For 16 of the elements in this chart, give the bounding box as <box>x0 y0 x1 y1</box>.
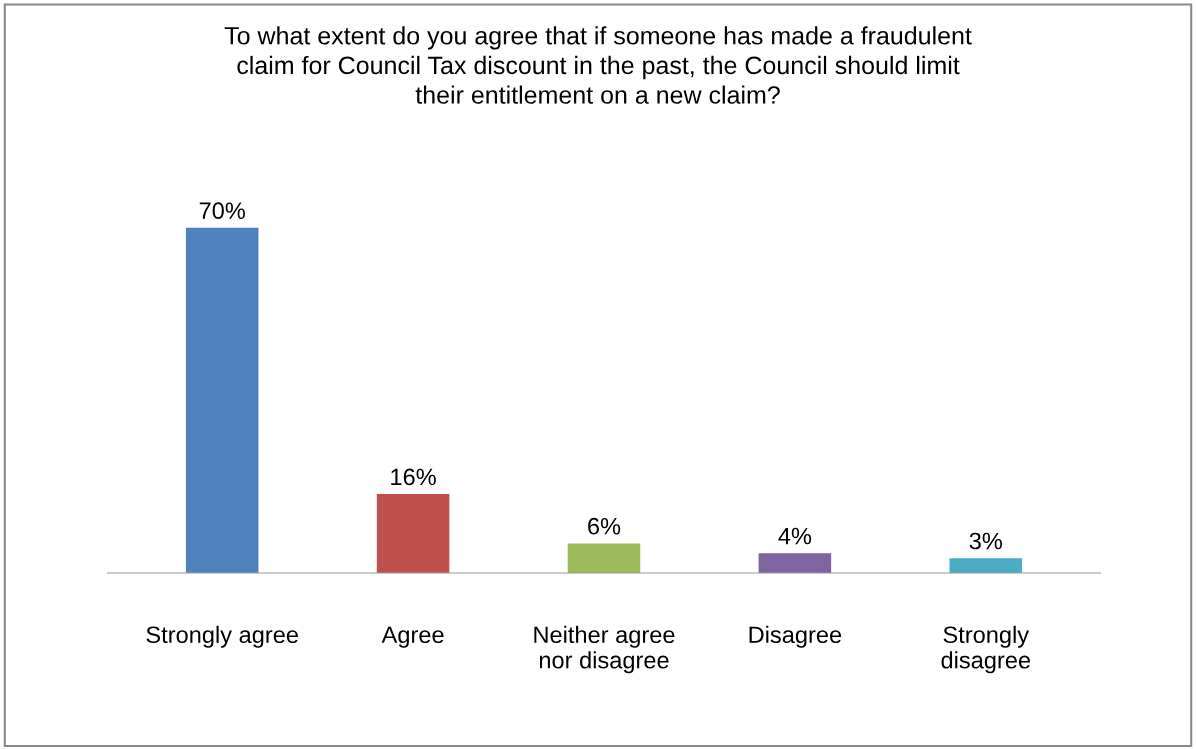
data-label: 16% <box>391 468 436 486</box>
x-tick-label: Strongly disagree <box>941 625 1031 674</box>
bar <box>376 494 450 573</box>
bar <box>758 553 832 573</box>
x-tick-label: Disagree <box>749 625 842 648</box>
x-tick-label: Neither agree nor disagree <box>534 625 675 674</box>
bar <box>949 558 1023 573</box>
x-tick-label: Strongly agree <box>146 625 298 648</box>
bar <box>185 227 259 573</box>
chart-title: To what extent do you agree that if someone has made a fraudulent claim for Council Tax discount in the past, the Council should limit their entitlement on a new claim? <box>224 26 972 104</box>
bar <box>567 543 641 573</box>
data-label: 4% <box>778 527 812 545</box>
data-label: 70% <box>199 202 245 220</box>
x-tick-label: Agree <box>381 626 444 648</box>
data-label: 3% <box>969 532 1002 550</box>
data-label: 6% <box>588 517 621 535</box>
